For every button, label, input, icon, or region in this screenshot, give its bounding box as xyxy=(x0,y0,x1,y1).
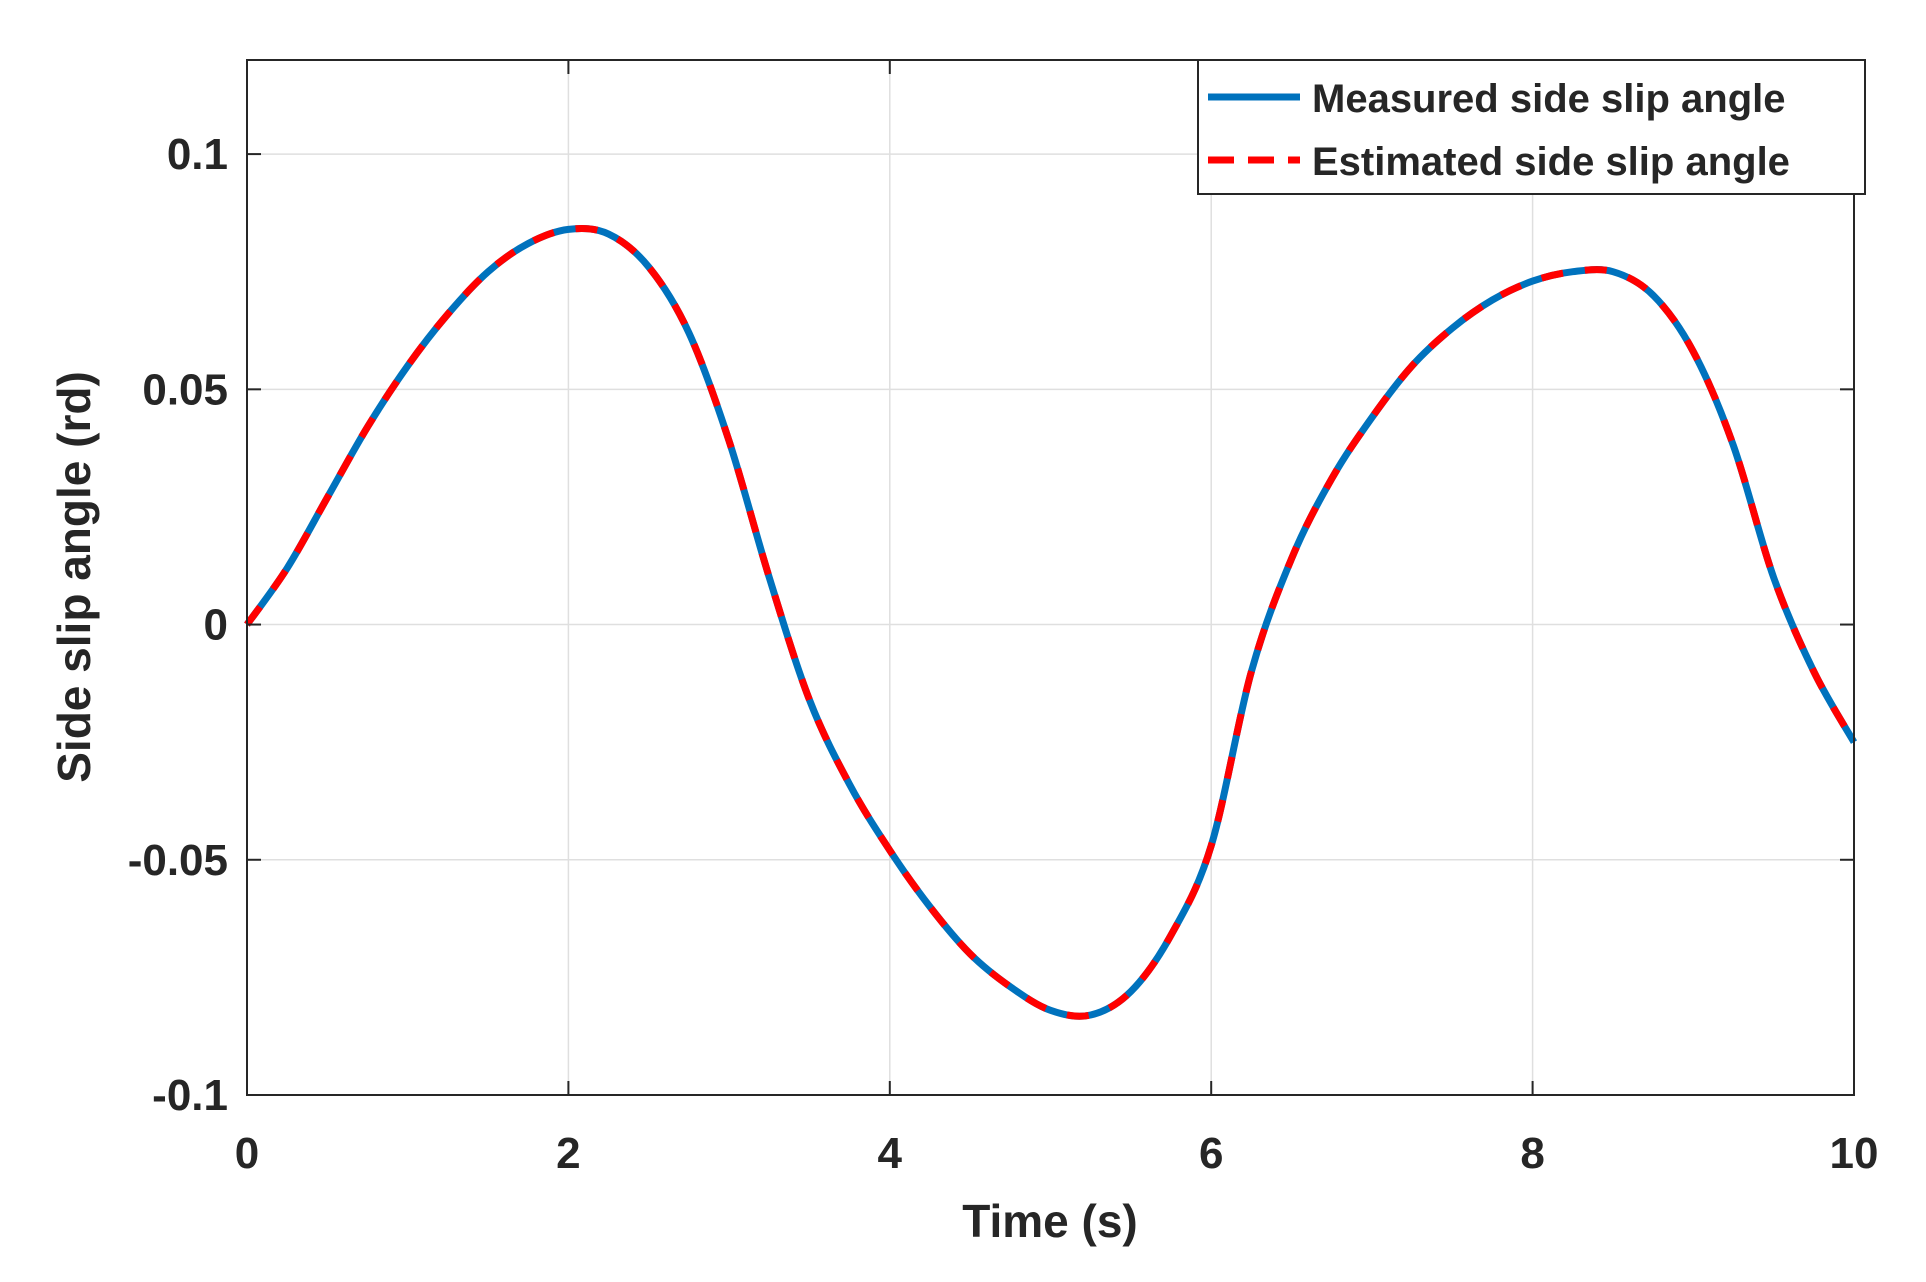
y-tick-label: 0 xyxy=(204,601,228,650)
y-tick-label: 0.05 xyxy=(142,365,228,414)
legend: Measured side slip angle Estimated side … xyxy=(1197,59,1866,195)
x-tick-label: 6 xyxy=(1199,1129,1223,1178)
y-tick-label: -0.05 xyxy=(128,836,228,885)
x-tick-label: 2 xyxy=(556,1129,580,1178)
ticks: 0 2 4 6 8 10 -0.1 -0.05 0 0.05 0.1 xyxy=(128,60,1879,1178)
x-tick-label: 8 xyxy=(1520,1129,1544,1178)
legend-box xyxy=(1197,59,1866,195)
x-tick-label: 10 xyxy=(1830,1129,1879,1178)
y-axis-label: Side slip angle (rd) xyxy=(48,371,100,783)
series-layer xyxy=(244,225,1858,1020)
x-tick-label: 4 xyxy=(878,1129,903,1178)
series-line-estimated xyxy=(244,225,1858,1020)
legend-label-estimated: Estimated side slip angle xyxy=(1312,140,1790,184)
x-tick-label: 0 xyxy=(235,1129,259,1178)
plot-area xyxy=(247,60,1854,1095)
axes-box xyxy=(246,59,1855,1096)
y-tick-label: -0.1 xyxy=(152,1071,228,1120)
y-tick-label: 0.1 xyxy=(167,130,228,179)
x-axis-label: Time (s) xyxy=(962,1195,1138,1247)
legend-label-measured: Measured side slip angle xyxy=(1312,77,1786,121)
